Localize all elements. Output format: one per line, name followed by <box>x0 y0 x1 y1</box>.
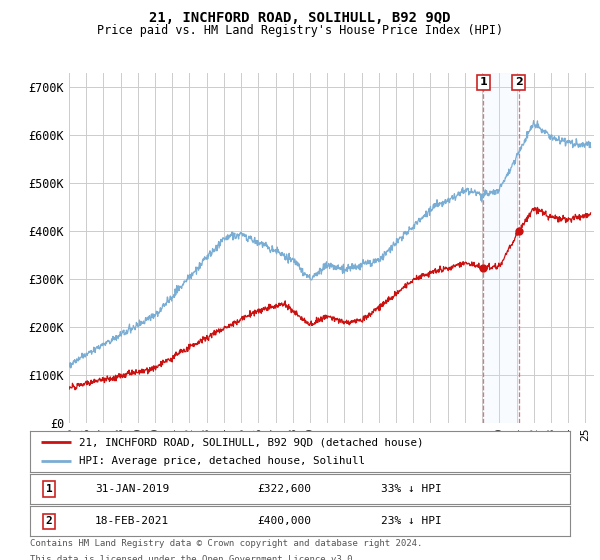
Text: 23% ↓ HPI: 23% ↓ HPI <box>381 516 442 526</box>
Text: This data is licensed under the Open Government Licence v3.0.: This data is licensed under the Open Gov… <box>30 555 358 560</box>
Bar <box>484 73 518 423</box>
Text: 1: 1 <box>479 77 487 87</box>
Text: Price paid vs. HM Land Registry's House Price Index (HPI): Price paid vs. HM Land Registry's House … <box>97 24 503 36</box>
Text: 2: 2 <box>515 77 523 87</box>
Text: 1: 1 <box>46 484 52 494</box>
Text: 33% ↓ HPI: 33% ↓ HPI <box>381 484 442 494</box>
Text: HPI: Average price, detached house, Solihull: HPI: Average price, detached house, Soli… <box>79 456 365 465</box>
Text: £322,600: £322,600 <box>257 484 311 494</box>
Text: £400,000: £400,000 <box>257 516 311 526</box>
Text: 18-FEB-2021: 18-FEB-2021 <box>95 516 169 526</box>
Text: 2: 2 <box>46 516 52 526</box>
Text: Contains HM Land Registry data © Crown copyright and database right 2024.: Contains HM Land Registry data © Crown c… <box>30 539 422 548</box>
Text: 21, INCHFORD ROAD, SOLIHULL, B92 9QD (detached house): 21, INCHFORD ROAD, SOLIHULL, B92 9QD (de… <box>79 437 423 447</box>
Text: 21, INCHFORD ROAD, SOLIHULL, B92 9QD: 21, INCHFORD ROAD, SOLIHULL, B92 9QD <box>149 11 451 25</box>
Text: 31-JAN-2019: 31-JAN-2019 <box>95 484 169 494</box>
